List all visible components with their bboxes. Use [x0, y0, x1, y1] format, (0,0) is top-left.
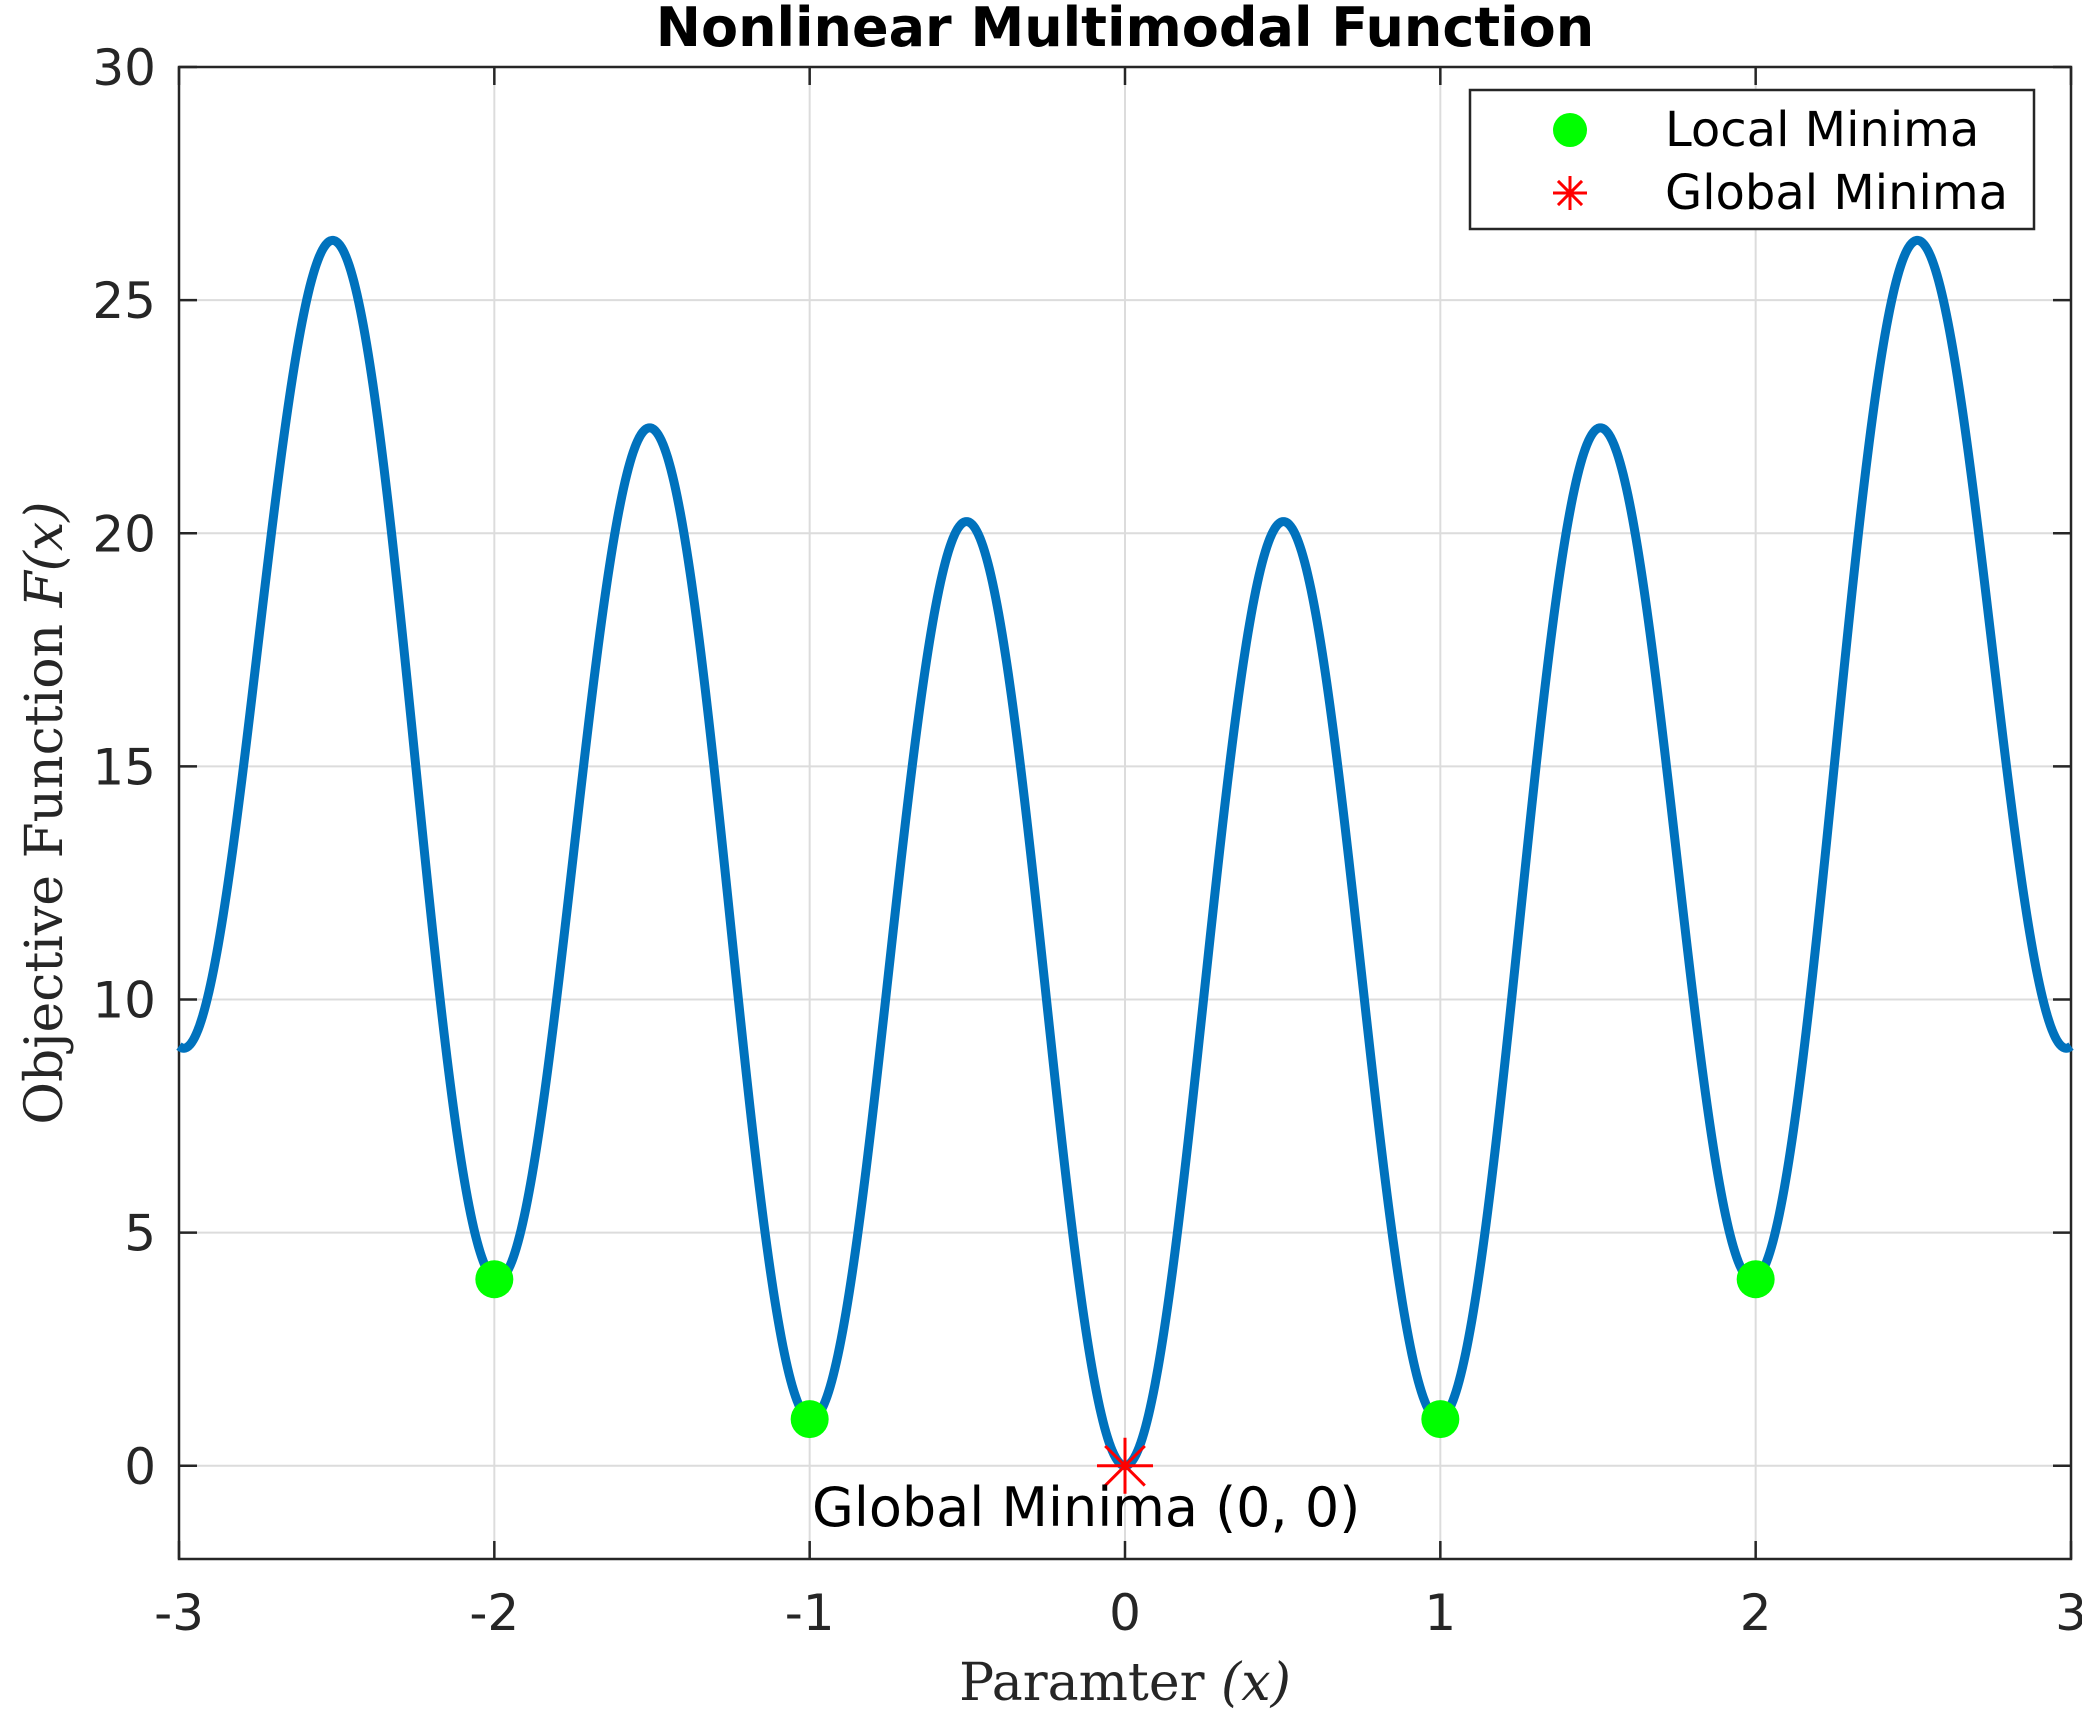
y-axis-label: Objective Function F(x): [15, 501, 75, 1124]
grid: [178, 66, 2072, 1559]
x-tick-label-6: 3: [2055, 1584, 2082, 1642]
global-minima-point-0-stroke-3: [1104, 1444, 1146, 1487]
x-tick-label-3: 0: [1109, 1584, 1141, 1642]
chart-title: Nonlinear Multimodal Function: [656, 0, 1594, 59]
y-axis-label-text: Objective Function: [15, 607, 75, 1124]
legend-global-minima-label: Global Minima: [1665, 165, 2008, 221]
x-tick-label-0: -3: [154, 1584, 204, 1642]
x-tick-label-5: 2: [1740, 1584, 1772, 1642]
y-tick-label-5: 25: [92, 272, 156, 330]
y-tick-label-0: 0: [124, 1438, 156, 1496]
y-tick-label-3: 15: [92, 738, 156, 796]
y-tick-labels: 0 5 10 15 20 25 30: [92, 39, 156, 1496]
local-minima-point-3: [1736, 1260, 1775, 1299]
x-tick-label-1: -2: [469, 1584, 519, 1642]
y-axis-label-math: F(x): [15, 501, 75, 608]
legend-local-minima-label: Local Minima: [1665, 102, 1979, 158]
local-minima-point-1: [790, 1400, 829, 1439]
x-axis-label-math: (x): [1221, 1653, 1291, 1713]
x-tick-label-2: -1: [785, 1584, 835, 1642]
x-axis-label: Paramter (x): [959, 1653, 1291, 1713]
legend-star-glyph: [1553, 176, 1587, 210]
y-tick-label-6: 30: [92, 39, 156, 97]
legend-local-minima-marker: [1553, 113, 1587, 147]
y-tick-label-1: 5: [124, 1205, 156, 1263]
y-tick-label-2: 10: [92, 972, 156, 1030]
local-minima-point-2: [1421, 1400, 1460, 1439]
local-minima-point-0: [475, 1260, 514, 1299]
annotation-global-minima: Global Minima (0, 0): [812, 1476, 1360, 1539]
x-tick-label-4: 1: [1424, 1584, 1456, 1642]
x-tick-labels: -3 -2 -1 0 1 2 3: [154, 1584, 2082, 1642]
x-axis-label-text: Paramter: [959, 1653, 1221, 1713]
legend-box: [1468, 88, 2036, 231]
axis-ticks: [177, 65, 2073, 1559]
y-tick-label-4: 20: [92, 505, 156, 563]
legend-star-glyph-stroke-3: [1556, 179, 1584, 207]
legend-global-minima-marker: [1553, 176, 1587, 210]
markers: [475, 1260, 1775, 1494]
legend: Local Minima Global Minima: [1468, 88, 2036, 231]
global-minima-point-0: [1097, 1437, 1153, 1494]
